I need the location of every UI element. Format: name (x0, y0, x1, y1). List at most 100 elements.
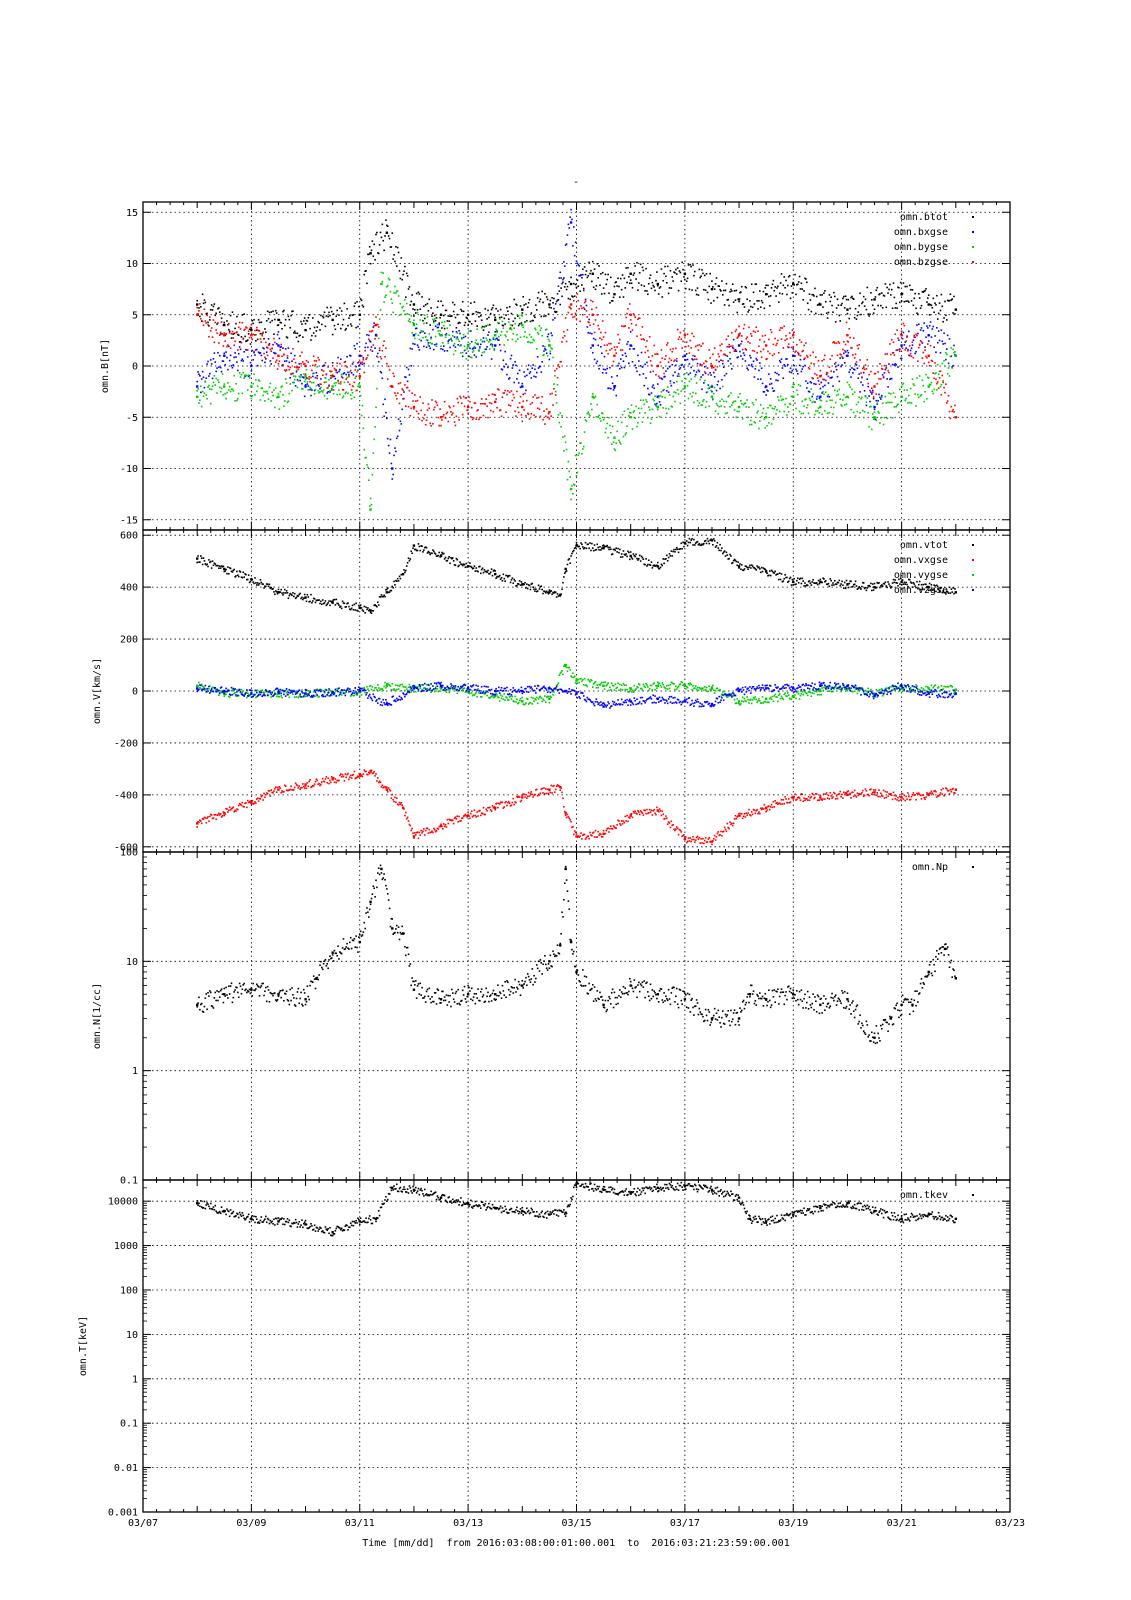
data-point (227, 368, 229, 371)
data-point (283, 588, 286, 591)
data-point (903, 324, 906, 327)
data-point (875, 393, 878, 395)
data-point (766, 293, 768, 295)
data-point (496, 406, 498, 409)
data-point (916, 580, 918, 583)
data-point (582, 268, 584, 271)
data-point (489, 402, 491, 404)
data-point (365, 358, 367, 361)
data-point (866, 358, 869, 361)
data-point (490, 343, 493, 345)
data-point (317, 320, 320, 323)
data-point (824, 409, 826, 412)
data-point (475, 311, 478, 313)
data-point (550, 332, 553, 334)
data-point (377, 781, 380, 784)
data-point (853, 368, 856, 371)
data-point (669, 269, 672, 272)
data-point (401, 408, 403, 411)
data-point (228, 359, 231, 362)
data-point (197, 555, 199, 557)
data-point (788, 332, 791, 334)
data-point (244, 802, 246, 805)
data-point (833, 363, 836, 365)
data-point (663, 272, 665, 275)
data-point (470, 356, 472, 358)
data-point (400, 802, 403, 804)
data-point (669, 555, 672, 557)
data-point (260, 795, 263, 798)
data-point (463, 345, 466, 348)
data-point (602, 336, 605, 338)
data-point (609, 366, 611, 369)
data-point (439, 416, 443, 419)
data-point (662, 389, 664, 392)
data-point (889, 283, 891, 286)
data-point (321, 365, 324, 368)
data-point (935, 351, 937, 354)
data-point (889, 343, 891, 345)
data-point (856, 367, 859, 370)
data-point (642, 399, 645, 401)
data-point (415, 410, 418, 413)
data-point (463, 349, 466, 352)
data-point (355, 777, 357, 779)
data-point (242, 571, 245, 574)
data-point (243, 313, 245, 315)
data-point (438, 551, 441, 554)
data-point (224, 340, 226, 342)
data-point (711, 390, 713, 393)
data-point (217, 379, 219, 381)
data-point (731, 346, 734, 349)
data-point (559, 412, 562, 414)
data-point (876, 403, 879, 405)
data-point (852, 297, 854, 300)
data-point (259, 352, 262, 354)
data-point (860, 588, 862, 590)
data-point (363, 605, 366, 608)
data-point (674, 272, 676, 274)
data-point (784, 339, 786, 342)
data-point (541, 395, 543, 398)
data-point (766, 389, 768, 391)
data-point (830, 406, 832, 409)
data-point (684, 359, 687, 361)
data-point (908, 330, 910, 333)
data-point (789, 403, 792, 406)
data-point (489, 343, 492, 346)
data-point (792, 348, 795, 350)
data-point (369, 262, 372, 265)
data-point (281, 790, 283, 792)
data-point (534, 316, 536, 319)
data-point (266, 354, 269, 357)
data-point (643, 403, 646, 406)
data-point (741, 348, 744, 351)
data-point (607, 436, 609, 439)
data-point (572, 493, 574, 495)
data-point (922, 384, 925, 387)
data-point (637, 318, 639, 321)
data-point (446, 327, 449, 329)
data-point (796, 283, 798, 286)
data-point (467, 565, 469, 567)
data-point (305, 377, 308, 379)
data-point (414, 548, 417, 551)
data-point (905, 300, 907, 302)
data-point (524, 581, 526, 584)
data-point (784, 286, 786, 289)
data-point (767, 350, 769, 353)
data-point (538, 300, 541, 303)
data-point (651, 408, 654, 411)
data-point (660, 391, 663, 393)
data-point (807, 308, 810, 311)
data-point (242, 805, 245, 808)
data-point (771, 354, 774, 357)
data-point (295, 369, 298, 372)
data-point (926, 586, 928, 588)
data-point (800, 412, 803, 415)
data-point (867, 313, 870, 315)
data-point (550, 415, 553, 417)
data-point (797, 354, 800, 356)
data-point (645, 399, 647, 401)
data-point (672, 550, 674, 553)
